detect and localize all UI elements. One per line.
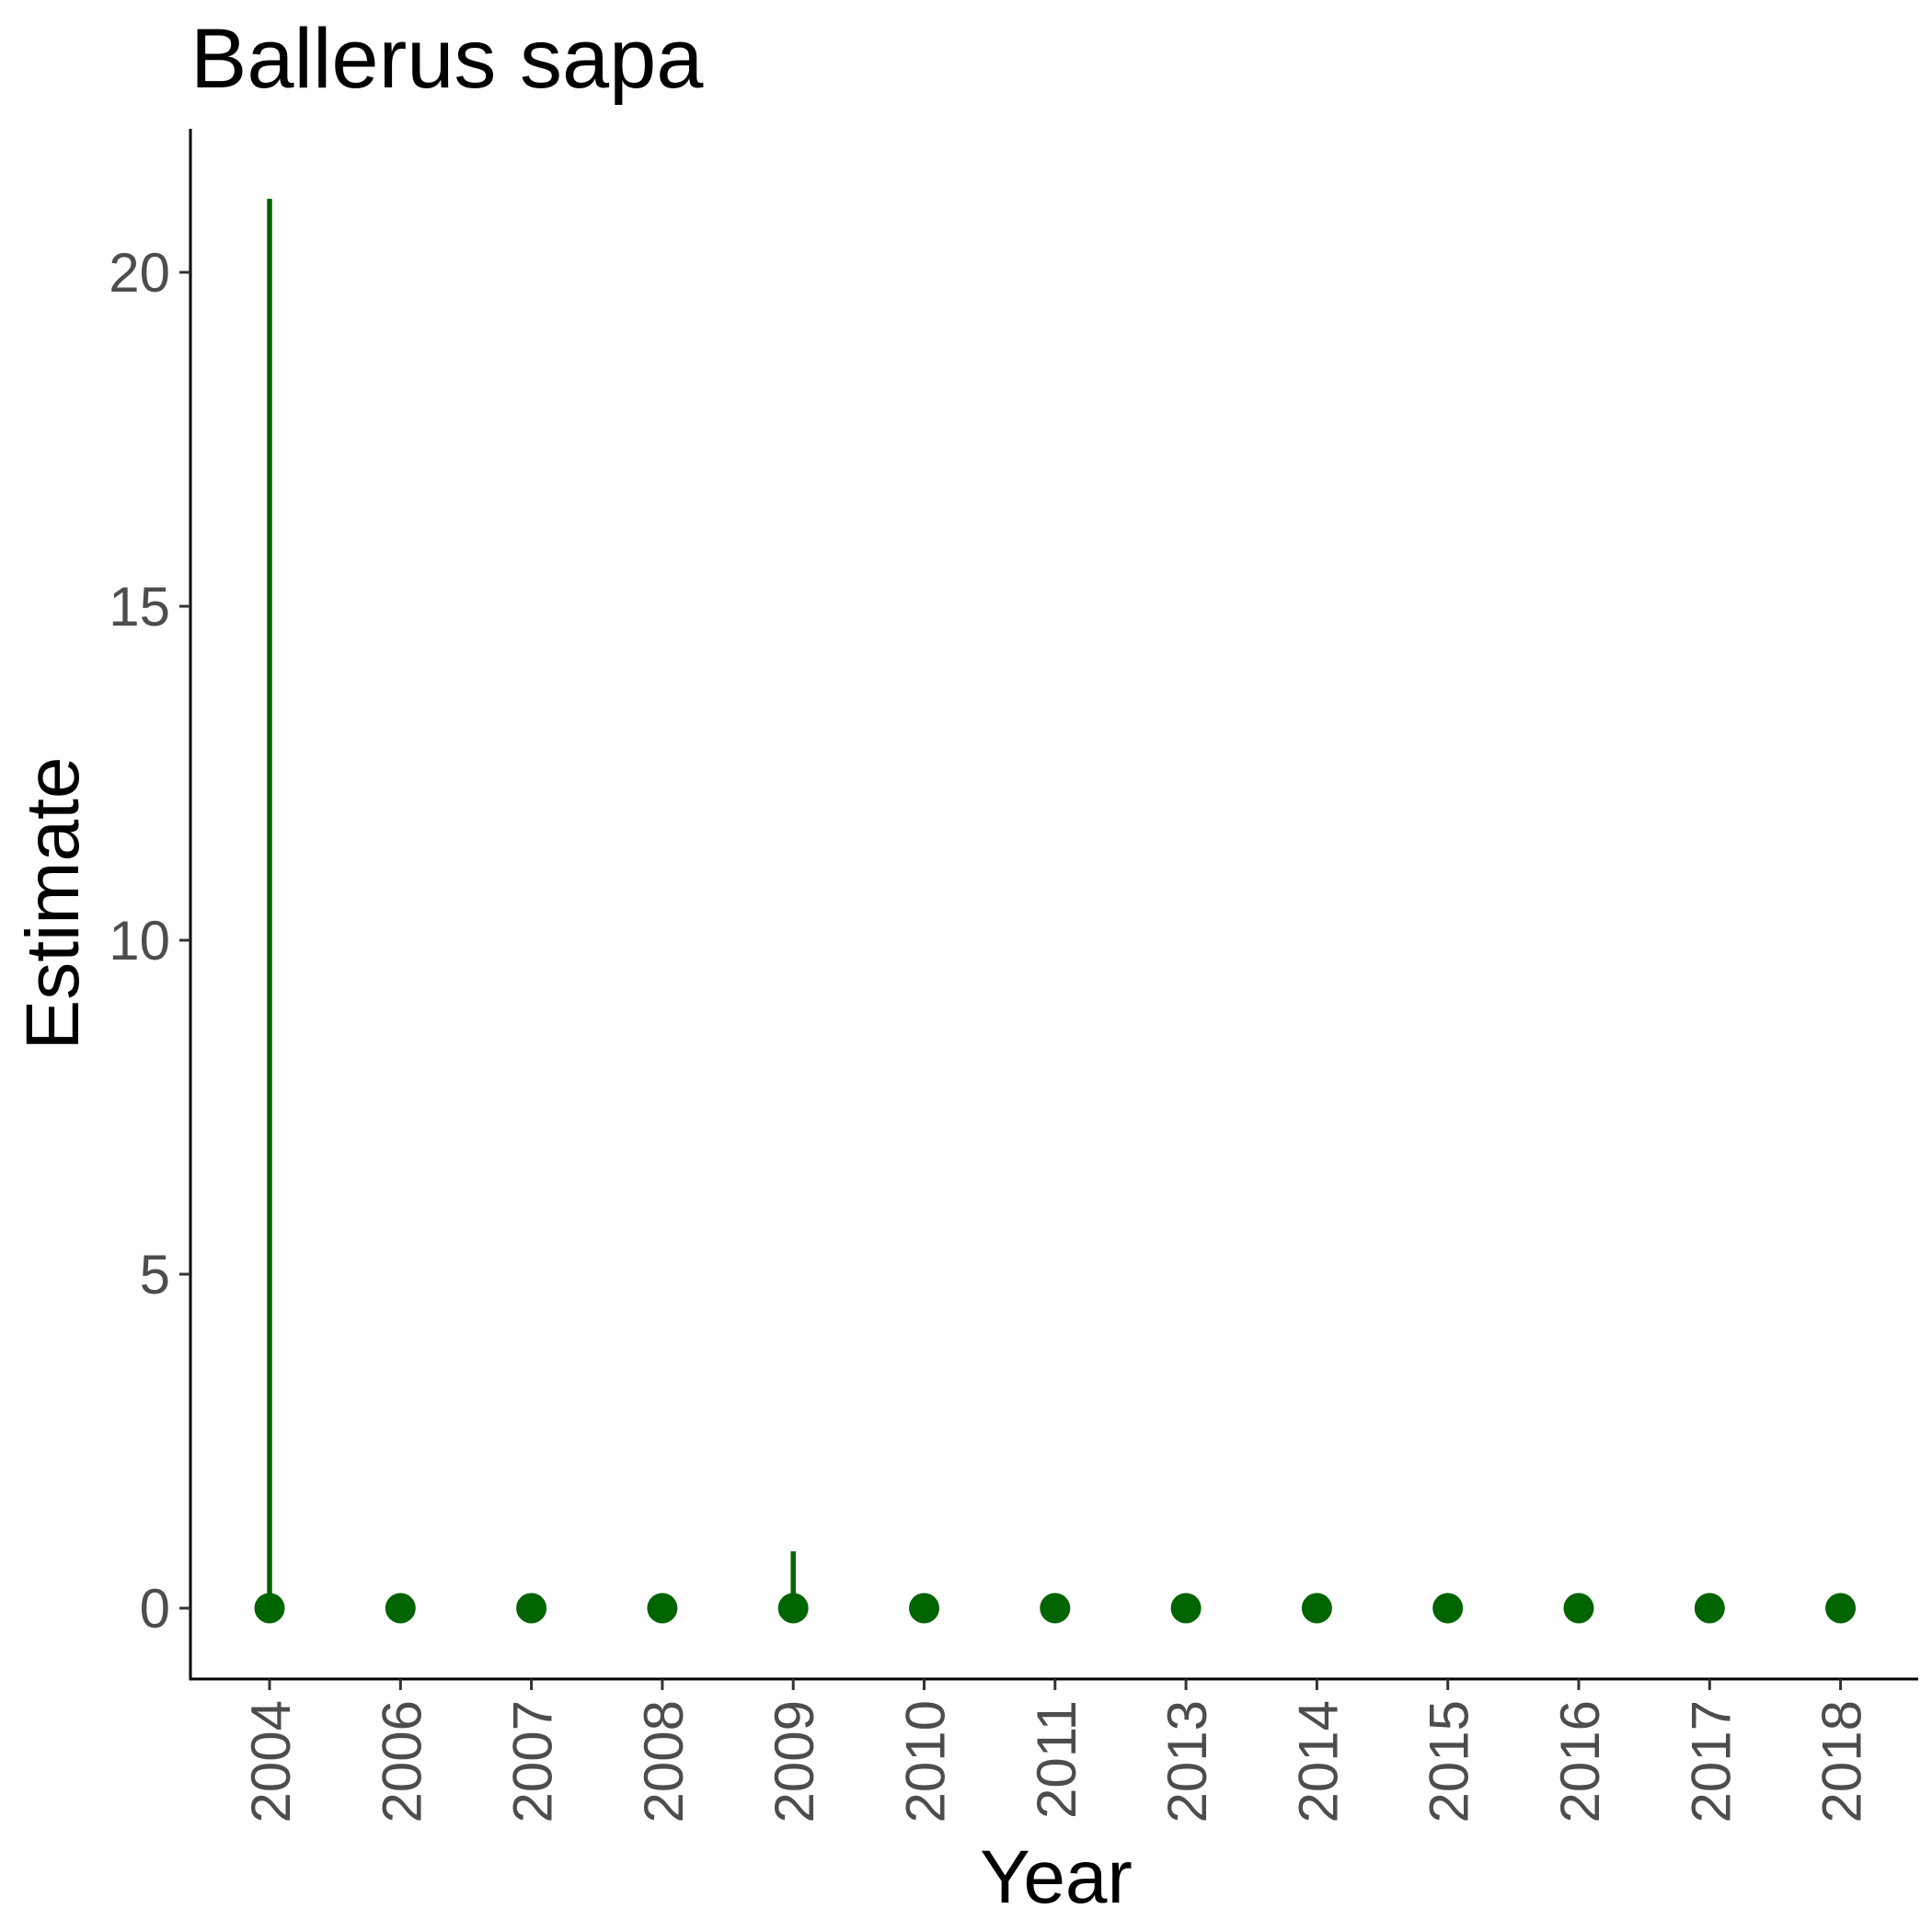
data-point — [1170, 1593, 1202, 1624]
data-point — [1694, 1593, 1725, 1624]
x-tick-label: 2008 — [633, 1700, 695, 1823]
x-tick-label: 2010 — [895, 1700, 957, 1823]
x-tick-label: 2015 — [1419, 1700, 1480, 1823]
data-point — [1040, 1593, 1071, 1624]
x-axis-label: Year — [980, 1835, 1133, 1919]
x-tick-label: 2007 — [502, 1700, 564, 1823]
x-tick-label: 2018 — [1811, 1700, 1873, 1823]
x-tick-label: 2017 — [1680, 1700, 1742, 1823]
x-tick-label: 2014 — [1287, 1700, 1349, 1823]
chart-title: Ballerus sapa — [190, 12, 704, 106]
y-tick-label: 15 — [109, 576, 170, 638]
data-point — [254, 1593, 285, 1624]
data-point — [1301, 1593, 1332, 1624]
x-tick-label: 2013 — [1156, 1700, 1218, 1823]
x-tick-label: 2009 — [764, 1700, 825, 1823]
y-tick-label: 10 — [109, 910, 170, 972]
data-point — [909, 1593, 939, 1624]
x-tick-label: 2011 — [1026, 1700, 1087, 1819]
data-point — [1825, 1593, 1857, 1624]
axes — [189, 129, 1918, 1681]
data-point — [1432, 1593, 1464, 1624]
y-tick-label: 20 — [109, 242, 170, 304]
marks — [254, 199, 1857, 1624]
y-axis-label: Estimate — [11, 757, 95, 1051]
x-tick-label: 2016 — [1549, 1700, 1611, 1823]
data-point — [777, 1593, 809, 1624]
data-point — [385, 1593, 416, 1624]
data-point — [516, 1593, 547, 1624]
data-point — [647, 1593, 678, 1624]
y-tick-label: 5 — [140, 1244, 170, 1305]
ticks: 0 5 10 15 20 2004 2006 2007 2008 2009 2010 2011 2013… — [109, 242, 1872, 1823]
x-tick-label: 2006 — [371, 1700, 432, 1823]
data-point — [1563, 1593, 1594, 1624]
y-tick-label: 0 — [140, 1578, 170, 1639]
x-tick-label: 2004 — [240, 1700, 302, 1823]
